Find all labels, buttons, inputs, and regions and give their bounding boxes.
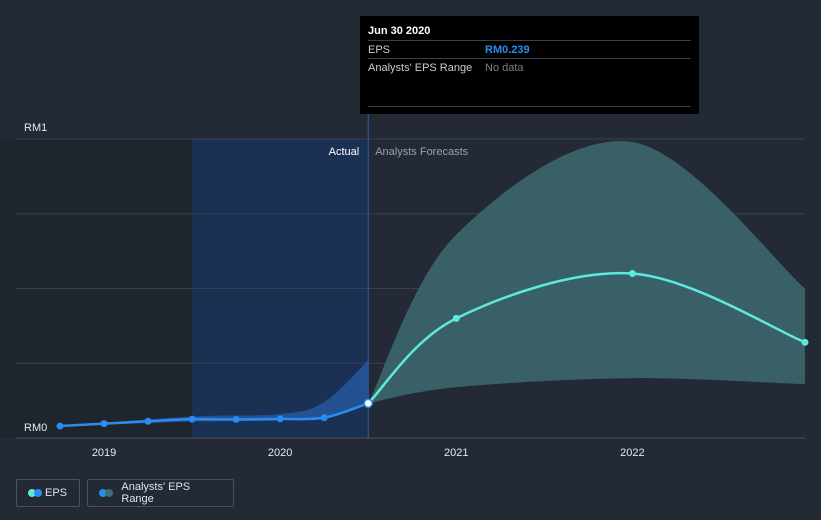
eps-actual-point <box>320 414 328 422</box>
eps-actual-point <box>144 417 152 425</box>
x-tick-label: 2020 <box>268 447 292 459</box>
eps-actual-point <box>232 415 240 423</box>
x-tick-label: 2021 <box>444 447 468 459</box>
tooltip-range-label: Analysts' EPS Range <box>368 61 473 74</box>
tooltip-range-value: No data <box>485 61 524 74</box>
y-tick-label: RM0 <box>24 422 47 434</box>
eps-actual-point <box>188 415 196 423</box>
eps-actual-line <box>59 402 369 428</box>
eps-actual-point <box>56 422 64 430</box>
tooltip-date: Jun 30 2020 <box>368 25 431 37</box>
tooltip-range-row: Analysts' EPS Range No data <box>368 58 691 76</box>
forecast-label: Analysts Forecasts <box>375 146 468 158</box>
tooltip-eps-value: RM0.239 <box>485 43 530 56</box>
tooltip-eps-row: EPS RM0.239 <box>368 40 691 58</box>
eps-forecast-point <box>801 338 809 346</box>
x-tick-label: 2022 <box>620 447 644 459</box>
tooltip-divider <box>368 106 691 107</box>
eps-actual-point <box>100 420 108 428</box>
eps-swatch-icon <box>28 489 42 497</box>
actual-label: Actual <box>329 146 360 158</box>
forecast-range-area <box>368 141 805 404</box>
range-swatch-icon <box>99 489 113 497</box>
legend-eps-button[interactable]: EPS <box>16 479 80 507</box>
eps-forecast-point <box>452 314 460 322</box>
eps-actual-point <box>363 398 373 409</box>
tooltip-eps-label: EPS <box>368 43 391 56</box>
legend-range-button[interactable]: Analysts' EPS Range <box>87 479 234 507</box>
eps-tooltip: Jun 30 2020 EPS RM0.239 Analysts' EPS Ra… <box>360 16 699 114</box>
eps-actual-point <box>276 415 284 423</box>
eps-forecast-point <box>628 270 636 278</box>
eps-forecast-line <box>367 271 806 405</box>
legend-range-label: Analysts' EPS Range <box>121 481 191 505</box>
legend-eps-label: EPS <box>44 487 67 499</box>
y-tick-label: RM1 <box>24 122 47 134</box>
x-tick-label: 2019 <box>92 447 116 459</box>
